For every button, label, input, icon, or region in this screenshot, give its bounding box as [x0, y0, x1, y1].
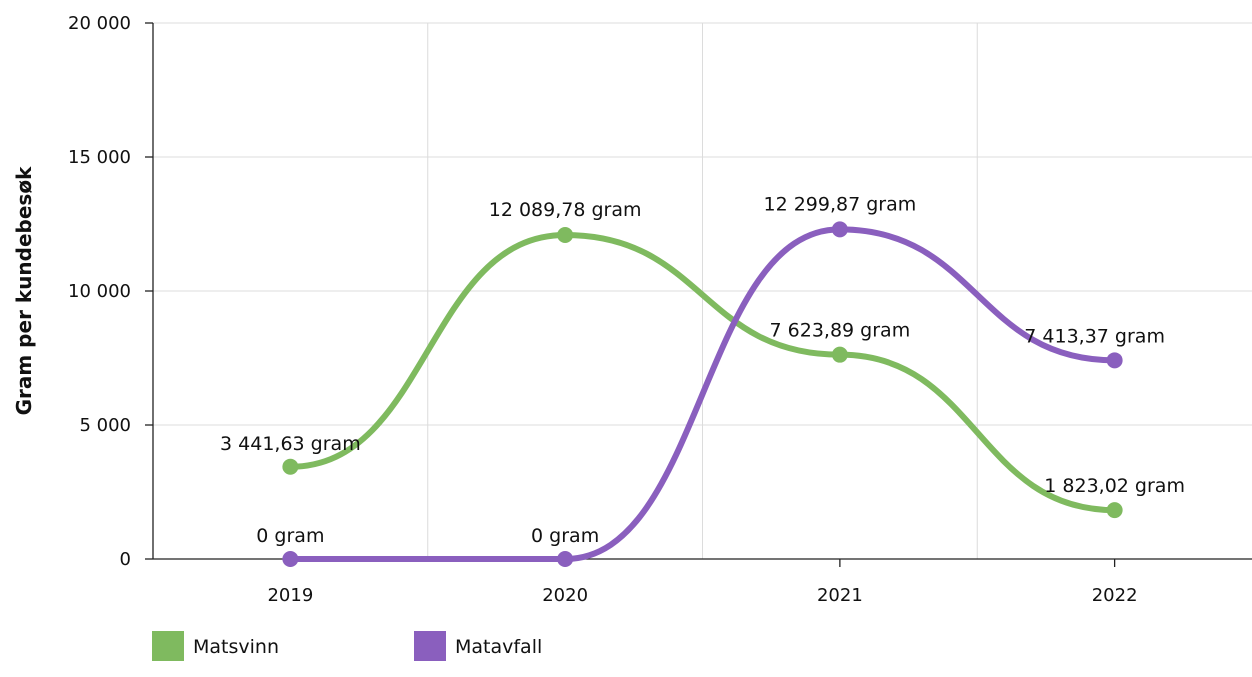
legend[interactable]: Matsvinn Matavfall: [152, 631, 542, 661]
data-label-matsvinn: 3 441,63 gram: [220, 433, 361, 455]
data-label-matavfall: 0 gram: [531, 525, 599, 547]
legend-swatch: [152, 631, 184, 661]
y-tick-label: 20 000: [68, 13, 131, 34]
data-point-matavfall[interactable]: [1106, 352, 1123, 369]
legend-label: Matavfall: [455, 636, 542, 658]
data-labels: 3 441,63 gram 12 089,78 gram 7 623,89 gram…: [220, 193, 1185, 547]
series-line-matavfall: [287, 226, 1118, 563]
data-point-matsvinn[interactable]: [557, 226, 574, 243]
data-label-matavfall: 7 413,37 gram: [1024, 325, 1165, 347]
x-tick-label: 2021: [817, 585, 863, 606]
data-label-matsvinn: 12 089,78 gram: [489, 199, 642, 221]
legend-item-matavfall[interactable]: Matavfall: [414, 631, 542, 661]
series-line-matsvinn: [287, 231, 1118, 514]
y-axis-label: Gram per kundebesøk: [12, 166, 36, 415]
data-point-matsvinn[interactable]: [831, 346, 848, 363]
y-tick-label: 5 000: [79, 415, 131, 436]
data-point-matavfall[interactable]: [282, 551, 299, 567]
y-tick-label: 0: [120, 549, 131, 570]
axes: 0 5 000 10 000 15 000 20 000 2019 2020 2021 2022: [68, 13, 1252, 606]
x-tick-label: 2020: [542, 585, 588, 606]
data-point-matavfall[interactable]: [831, 221, 848, 238]
data-label-matsvinn: 7 623,89 gram: [770, 320, 911, 342]
legend-label: Matsvinn: [193, 636, 279, 658]
x-tick-label: 2022: [1092, 585, 1138, 606]
data-label-matavfall: 12 299,87 gram: [763, 193, 916, 215]
y-tick-label: 10 000: [68, 281, 131, 302]
series-lines: [282, 221, 1123, 567]
data-point-matsvinn[interactable]: [282, 458, 299, 475]
x-tick-label: 2019: [267, 585, 313, 606]
data-label-matsvinn: 1 823,02 gram: [1044, 475, 1185, 497]
legend-item-matsvinn[interactable]: Matsvinn: [152, 631, 279, 661]
y-tick-label: 15 000: [68, 147, 131, 168]
data-label-matavfall: 0 gram: [256, 525, 324, 547]
data-point-matsvinn[interactable]: [1106, 502, 1123, 519]
legend-swatch: [414, 631, 446, 661]
data-point-matavfall[interactable]: [557, 551, 574, 567]
